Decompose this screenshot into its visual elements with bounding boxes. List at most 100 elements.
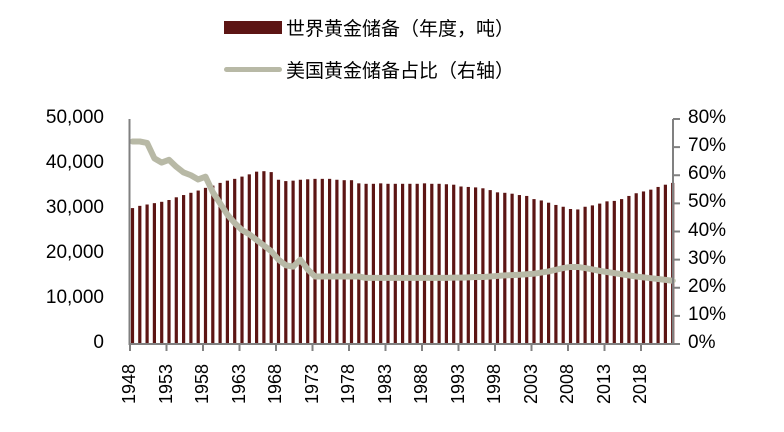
bar-1976: [335, 179, 339, 344]
bar-1955: [182, 195, 186, 344]
bar-1980: [364, 183, 368, 344]
bar-1988: [422, 183, 427, 344]
left-tick-label: 0: [93, 332, 104, 353]
bar-2008: [568, 209, 573, 344]
bar-1998: [495, 192, 500, 344]
x-tick-label: 1983: [374, 363, 395, 404]
bar-2006: [554, 204, 558, 344]
bar-2018: [641, 191, 646, 344]
right-tick-label: 10%: [688, 303, 727, 325]
bar-1982: [379, 183, 383, 344]
x-tick-label: 1953: [155, 363, 176, 404]
bar-1964: [247, 174, 251, 344]
left-tick-label: 20,000: [45, 242, 104, 263]
bar-1962: [233, 178, 237, 344]
bar-2016: [627, 195, 631, 344]
bar-1953: [167, 200, 171, 344]
right-tick-label: 20%: [688, 275, 727, 297]
bar-2009: [576, 209, 580, 344]
x-tick-label: 1988: [411, 363, 431, 404]
legend-item-world-reserves: 世界黄金储备（年度，吨）: [224, 14, 514, 41]
bar-1992: [452, 184, 456, 344]
right-tick-label: 70%: [688, 135, 727, 157]
bar-1948: [130, 208, 135, 344]
bar-1993: [459, 186, 463, 344]
x-tick-label: 1993: [447, 363, 468, 404]
bar-1985: [401, 183, 405, 344]
x-tick-label: 1968: [265, 363, 285, 404]
x-tick-label: 1948: [119, 363, 139, 404]
bar-1956: [189, 192, 193, 344]
legend-label: 美国黄金储备占比（右轴）: [286, 61, 515, 82]
bar-1979: [357, 183, 361, 344]
left-tick-label: 30,000: [45, 197, 104, 218]
bar-1990: [437, 183, 441, 344]
legend-label: 世界黄金储备（年度，吨）: [286, 19, 515, 40]
x-tick-label: 1958: [192, 363, 212, 404]
bar-1994: [466, 186, 470, 344]
bar-1987: [415, 183, 419, 344]
bar-1978: [349, 180, 354, 344]
bar-1989: [430, 183, 434, 344]
bar-1991: [444, 184, 448, 344]
bar-2017: [634, 193, 638, 344]
left-tick-label: 10,000: [45, 287, 104, 308]
bar-1959: [211, 185, 215, 344]
x-tick-label: 2008: [557, 363, 577, 404]
line-swatch-icon: [224, 67, 282, 72]
x-tick-label: 2018: [630, 363, 650, 404]
bar-1963: [240, 176, 244, 344]
x-tick-label: 2003: [520, 363, 541, 404]
bar-2020: [656, 186, 660, 344]
bar-1951: [152, 203, 156, 344]
bar-2021: [663, 184, 667, 344]
bar-1999: [503, 192, 507, 344]
bar-1986: [408, 183, 412, 344]
bar-1981: [371, 183, 375, 344]
bar-1977: [342, 180, 346, 344]
bar-1984: [393, 183, 397, 344]
bar-1975: [328, 178, 332, 344]
bar-1996: [481, 188, 485, 344]
bar-2000: [510, 193, 514, 344]
x-tick-label: 1978: [338, 363, 358, 404]
bar-2019: [649, 189, 653, 344]
bar-1957: [196, 190, 200, 344]
right-tick-label: 80%: [688, 107, 727, 128]
x-tick-label: 1963: [228, 363, 249, 404]
legend-item-us-share: 美国黄金储备占比（右轴）: [224, 56, 514, 83]
bar-2007: [561, 206, 565, 344]
bar-1974: [320, 178, 324, 344]
x-tick-label: 2013: [593, 363, 614, 404]
left-tick-label: 50,000: [45, 107, 104, 128]
right-tick-label: 50%: [688, 191, 727, 213]
bar-2002: [525, 195, 529, 344]
bar-1970: [291, 180, 295, 344]
bar-1950: [145, 204, 149, 344]
bar-1961: [225, 180, 229, 344]
bar-1997: [488, 190, 492, 344]
bar-1965: [255, 171, 259, 344]
bar-1967: [269, 172, 273, 344]
bar-1973: [313, 178, 317, 344]
right-tick-label: 0%: [688, 332, 716, 353]
x-tick-label: 1973: [301, 363, 322, 404]
legend: 世界黄金储备（年度，吨） 美国黄金储备占比（右轴）: [0, 0, 784, 90]
bar-1972: [306, 179, 310, 344]
bar-2001: [517, 195, 521, 344]
x-tick-label: 1998: [484, 363, 504, 404]
bar-1949: [138, 205, 142, 344]
bar-1952: [160, 201, 164, 344]
right-tick-label: 40%: [688, 219, 727, 241]
bar-1954: [174, 197, 178, 344]
bar-1960: [218, 182, 222, 344]
bar-1983: [386, 183, 390, 344]
us-share-line: [129, 138, 676, 284]
bar-1958: [203, 187, 208, 344]
right-tick-label: 60%: [688, 163, 727, 185]
bar-2010: [583, 206, 587, 344]
bar-1966: [262, 171, 266, 344]
left-tick-label: 40,000: [45, 152, 104, 173]
right-tick-label: 30%: [688, 247, 727, 269]
